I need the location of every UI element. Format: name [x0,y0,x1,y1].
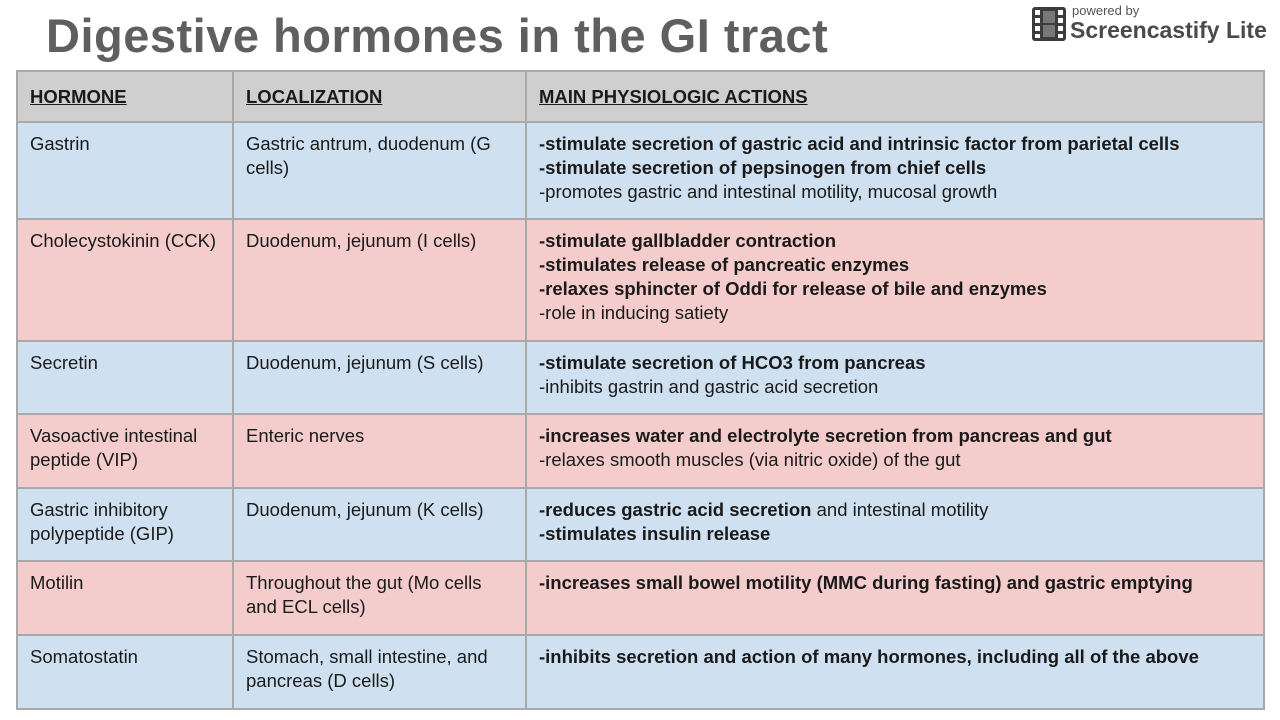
action-line: -promotes gastric and intestinal motilit… [539,180,1251,204]
action-text-bold: -increases water and electrolyte secreti… [539,425,1112,446]
localization-cell: Duodenum, jejunum (S cells) [232,340,527,415]
action-line: -increases water and electrolyte secreti… [539,424,1251,448]
actions-cell: -increases water and electrolyte secreti… [525,413,1265,489]
hormone-cell: Secretin [16,340,234,415]
action-line: -increases small bowel motility (MMC dur… [539,571,1251,595]
screencastify-watermark: powered by Screencastify Lite [1030,4,1276,44]
action-text: -role in inducing satiety [539,302,729,323]
action-line: -role in inducing satiety [539,301,1251,325]
action-text-bold: -stimulate gallbladder contraction [539,230,837,251]
action-text-bold: -stimulates insulin release [539,523,771,544]
actions-cell: -stimulate secretion of HCO3 from pancre… [525,340,1265,415]
actions-cell: -stimulate gallbladder contraction -stimu… [525,218,1265,342]
table-row: Gastric inhibitory polypeptide (GIP) Duod… [16,487,1265,562]
localization-cell: Gastric antrum, duodenum (G cells) [232,121,527,220]
watermark-brand: Screencastify Lite [1070,17,1267,43]
action-line: -inhibits gastrin and gastric acid secre… [539,375,1251,399]
watermark-caption: powered by [1072,3,1140,18]
hormone-cell: Gastric inhibitory polypeptide (GIP) [16,487,234,562]
hormone-cell: Somatostatin [16,634,234,710]
action-text-bold: -relaxes sphincter of Oddi for release o… [539,278,1047,299]
action-text-bold: -reduces gastric acid secretion [539,499,812,520]
table-row: Secretin Duodenum, jejunum (S cells) -stim… [16,340,1265,415]
localization-cell: Throughout the gut (Mo cells and ECL cel… [232,560,527,636]
table-row: Motilin Throughout the gut (Mo cells and … [16,560,1265,636]
action-text-bold: -stimulate secretion of HCO3 from pancre… [539,352,926,373]
table-header-row: HORMONE LOCALIZATION MAIN PHYSIOLOGIC AC… [16,70,1265,123]
localization-cell: Duodenum, jejunum (I cells) [232,218,527,342]
table-row: Somatostatin Stomach, small intestine, an… [16,634,1265,710]
column-header-hormone: HORMONE [16,70,234,123]
action-line: -stimulate secretion of gastric acid and… [539,132,1251,156]
table-body: Gastrin Gastric antrum, duodenum (G cells… [16,121,1265,710]
hormones-table: HORMONE LOCALIZATION MAIN PHYSIOLOGIC AC… [16,70,1265,710]
action-text: -promotes gastric and intestinal motilit… [539,181,998,202]
localization-cell: Stomach, small intestine, and pancreas (… [232,634,527,710]
action-line: -stimulate secretion of pepsinogen from … [539,156,1251,180]
hormone-cell: Vasoactive intestinal peptide (VIP) [16,413,234,489]
action-text-bold: -stimulates release of pancreatic enzyme… [539,254,910,275]
action-text-bold: -increases small bowel motility (MMC dur… [539,572,1193,593]
actions-cell: -inhibits secretion and action of many h… [525,634,1265,710]
actions-cell: -increases small bowel motility (MMC dur… [525,560,1265,636]
localization-cell: Duodenum, jejunum (K cells) [232,487,527,562]
action-line: -stimulate secretion of HCO3 from pancre… [539,351,1251,375]
hormone-cell: Motilin [16,560,234,636]
page-title: Digestive hormones in the GI tract [46,9,829,62]
action-text: -inhibits gastrin and gastric acid secre… [539,376,879,397]
action-text-bold: -stimulate secretion of pepsinogen from … [539,157,987,178]
actions-cell: -stimulate secretion of gastric acid and… [525,121,1265,220]
table-row: Cholecystokinin (CCK) Duodenum, jejunum (… [16,218,1265,342]
action-line: -relaxes sphincter of Oddi for release o… [539,277,1251,301]
action-line: -stimulate gallbladder contraction [539,229,1251,253]
localization-cell: Enteric nerves [232,413,527,489]
action-line: -relaxes smooth muscles (via nitric oxid… [539,448,1251,472]
hormone-cell: Cholecystokinin (CCK) [16,218,234,342]
action-text: and intestinal motility [811,499,989,520]
actions-cell: -reduces gastric acid secretion and inte… [525,487,1265,562]
action-text: -relaxes smooth muscles (via nitric oxid… [539,449,961,470]
table-row: Vasoactive intestinal peptide (VIP) Enter… [16,413,1265,489]
column-header-actions: MAIN PHYSIOLOGIC ACTIONS [525,70,1265,123]
action-text-bold: -inhibits secretion and action of many h… [539,646,1199,667]
column-header-localization: LOCALIZATION [232,70,527,123]
action-line: -inhibits secretion and action of many h… [539,645,1251,669]
film-strip-icon [1032,7,1066,41]
action-line: -stimulates release of pancreatic enzyme… [539,253,1251,277]
action-line: -reduces gastric acid secretion and inte… [539,498,1251,522]
action-text-bold: -stimulate secretion of gastric acid and… [539,133,1180,154]
table-row: Gastrin Gastric antrum, duodenum (G cells… [16,121,1265,220]
action-line: -stimulates insulin release [539,522,1251,546]
hormone-cell: Gastrin [16,121,234,220]
